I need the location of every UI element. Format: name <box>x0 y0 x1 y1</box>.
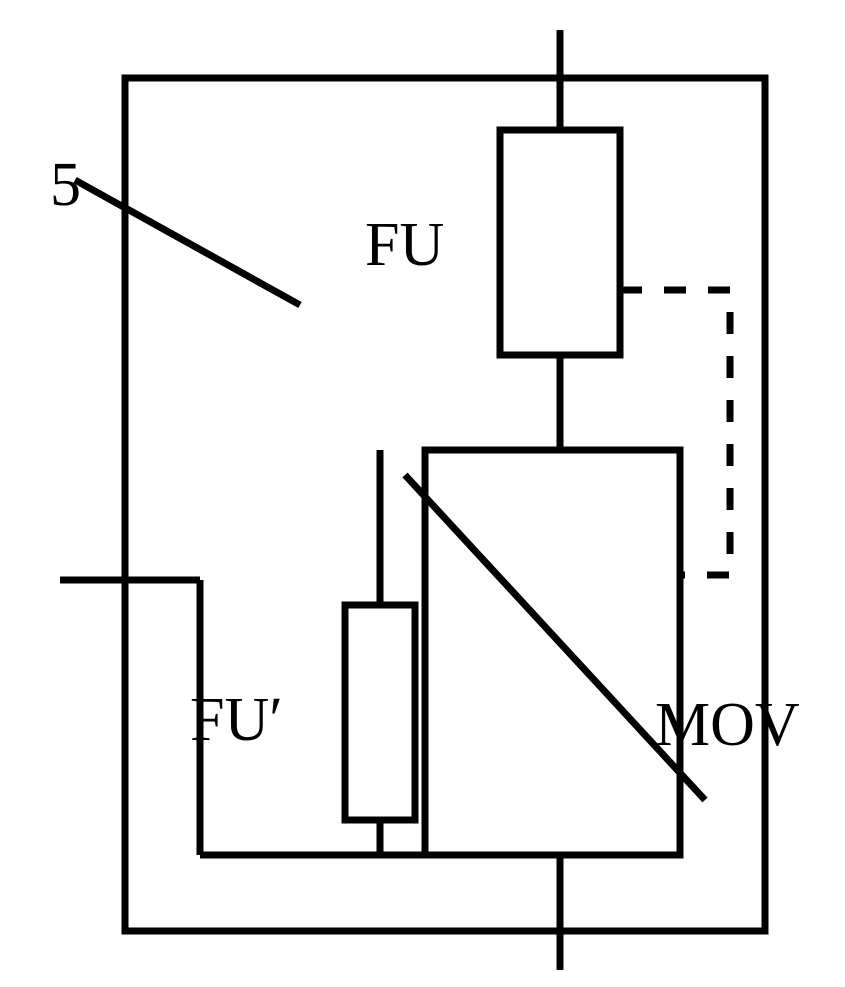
fu-prime-component <box>345 605 415 820</box>
label-fu: FU <box>365 211 444 279</box>
mov-component <box>425 450 680 855</box>
label-mov: MOV <box>655 691 800 759</box>
label-5: 5 <box>50 151 81 219</box>
fu-component <box>500 130 620 355</box>
label-fu-prime: FU′ <box>190 686 283 754</box>
